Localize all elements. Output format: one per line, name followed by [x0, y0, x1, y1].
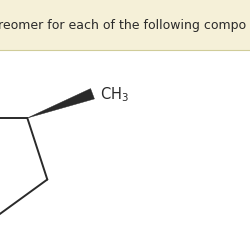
Polygon shape: [27, 88, 94, 118]
Text: reomer for each of the following compo: reomer for each of the following compo: [0, 18, 246, 32]
Text: CH$_3$: CH$_3$: [100, 86, 129, 104]
FancyBboxPatch shape: [0, 0, 250, 50]
